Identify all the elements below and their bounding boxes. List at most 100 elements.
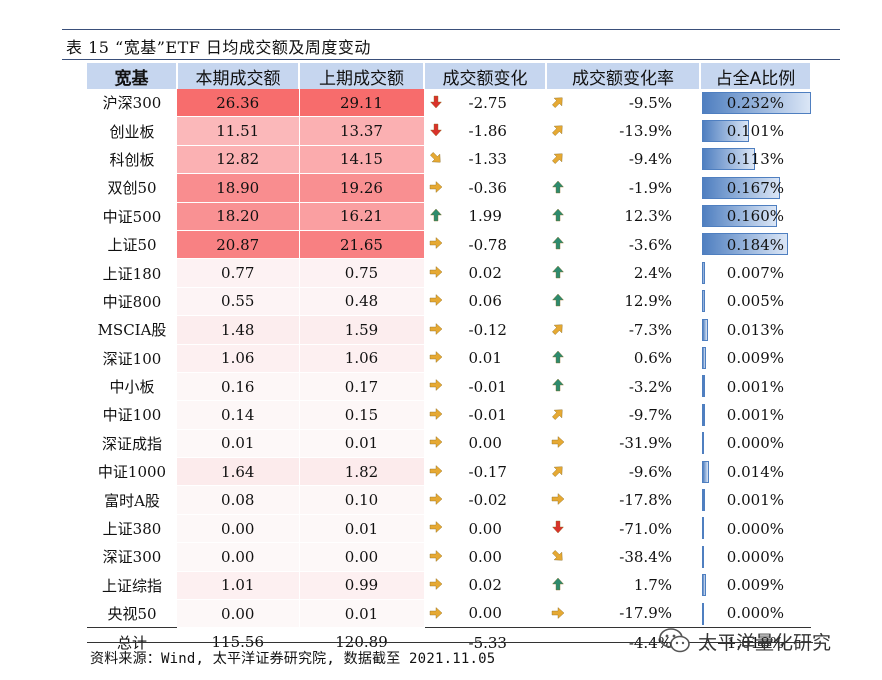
previous-volume: 29.11 (299, 89, 425, 118)
share-of-a: 0.013% (726, 320, 784, 339)
volume-change-cell: -1.86 (424, 117, 546, 145)
share-bar (702, 261, 705, 284)
arrow-diag-up-icon (552, 153, 563, 165)
index-name: 中证1000 (97, 463, 167, 482)
previous-volume: 0.01 (299, 429, 425, 459)
volume-change-cell: -0.01 (424, 401, 546, 429)
volume-change: -1.33 (468, 150, 507, 169)
table-row: 上证380 0.00 0.01 0.00 -71.0% 0.000% (87, 514, 811, 544)
arrow-right-icon (551, 436, 565, 449)
arrow-diag-up-icon (552, 409, 563, 420)
arrow-right-icon (429, 351, 442, 363)
previous-volume: 0.75 (299, 258, 425, 288)
header-change-rate: 成交额变化率 (546, 63, 701, 89)
volume-change: 0.06 (468, 292, 502, 311)
volume-change-cell: -0.17 (424, 458, 546, 486)
change-rate-cell: 1.7% (546, 571, 700, 599)
current-volume: 1.64 (177, 457, 300, 487)
current-volume: 0.00 (177, 514, 300, 544)
current-volume: 20.87 (177, 230, 300, 260)
index-name: 中证500 (102, 207, 162, 226)
change-rate: -38.4% (619, 547, 672, 566)
share-of-a: 0.001% (726, 405, 784, 424)
caption-bottom-rule (62, 59, 840, 60)
change-rate: 0.6% (633, 349, 672, 368)
volume-change-cell: -2.75 (424, 89, 546, 117)
share-cell: 0.009% (700, 344, 811, 372)
share-cell: 0.013% (700, 316, 811, 344)
previous-volume: 1.06 (299, 344, 425, 373)
table-row: 创业板 11.51 13.37 -1.86 -13.9% 0.101% (87, 116, 811, 146)
table-row: 上证180 0.77 0.75 0.02 2.4% 0.007% (87, 258, 811, 288)
previous-volume: 19.26 (299, 173, 425, 203)
volume-change-cell: 0.00 (424, 600, 546, 628)
change-rate: -3.2% (628, 377, 672, 396)
table-bottom-rule (87, 642, 813, 643)
change-rate: -1.9% (628, 178, 672, 197)
previous-volume: 0.10 (299, 485, 425, 515)
change-rate-cell: 12.3% (546, 202, 700, 230)
current-volume: 18.90 (177, 173, 300, 203)
share-of-a: 0.014% (726, 462, 784, 481)
volume-change: -1.86 (468, 122, 507, 141)
share-bar (702, 460, 709, 483)
change-rate: -9.5% (628, 93, 672, 112)
share-of-a: 0.160% (726, 207, 784, 226)
current-volume: 0.00 (177, 599, 300, 629)
share-cell: 0.000% (700, 543, 811, 571)
change-rate: 12.9% (624, 292, 672, 311)
volume-change-cell: -0.36 (424, 174, 546, 202)
table-body: 沪深300 26.36 29.11 -2.75 -9.5% 0.232% 创业板 11.51 1… (87, 89, 811, 658)
header-volume-change: 成交额变化 (424, 63, 547, 89)
volume-change: -2.75 (468, 93, 507, 112)
index-name: 上证综指 (101, 576, 162, 595)
volume-change-cell: 0.02 (424, 571, 546, 599)
arrow-right-icon (429, 493, 442, 505)
arrow-right-icon (429, 464, 442, 477)
etf-volume-table: 宽基 本期成交额 上期成交额 成交额变化 成交额变化率 占全A比例 沪深300 2… (87, 63, 812, 658)
arrow-right-icon (429, 180, 442, 193)
index-name: 中证100 (102, 406, 162, 425)
arrow-up-icon (552, 577, 564, 591)
share-bar (702, 574, 706, 597)
index-name: 深证100 (102, 349, 162, 368)
share-cell: 0.113% (700, 145, 811, 173)
previous-volume: 0.01 (299, 599, 425, 629)
arrow-up-icon (552, 379, 564, 392)
share-of-a: 0.113% (726, 150, 784, 169)
current-volume: 11.51 (177, 116, 300, 146)
arrow-right-icon (429, 407, 442, 420)
share-cell: 0.184% (700, 230, 811, 258)
change-rate-cell: -31.9% (546, 429, 700, 457)
change-rate: -9.6% (628, 462, 672, 481)
volume-change: -0.01 (468, 377, 507, 396)
table-row: 中证800 0.55 0.48 0.06 12.9% 0.005% (87, 287, 811, 317)
volume-change-cell: 0.00 (424, 543, 546, 571)
change-rate-cell: -9.4% (546, 145, 700, 173)
table-caption: 表 15 “宽基”ETF 日均成交额及周度变动 (66, 38, 371, 57)
share-bar (702, 602, 704, 625)
current-volume: 12.82 (177, 145, 300, 175)
table-row: 上证50 20.87 21.65 -0.78 -3.6% 0.184% (87, 230, 811, 260)
change-rate: -9.7% (628, 405, 672, 424)
table-row: 沪深300 26.36 29.11 -2.75 -9.5% 0.232% (87, 89, 811, 118)
table-row: 中证100 0.14 0.15 -0.01 -9.7% 0.001% (87, 400, 811, 430)
share-bar (702, 517, 704, 540)
arrow-right-icon (429, 379, 442, 392)
change-rate: -9.4% (628, 150, 672, 169)
change-rate: 1.7% (633, 576, 672, 595)
share-cell: 0.000% (700, 429, 811, 457)
arrow-diag-up-icon (552, 125, 563, 136)
index-name: 中证800 (102, 292, 162, 311)
volume-change: 0.00 (468, 434, 502, 453)
share-cell: 0.001% (700, 486, 811, 514)
volume-change: 0.02 (468, 576, 502, 595)
change-rate: -13.9% (619, 122, 672, 141)
share-of-a: 0.167% (726, 178, 784, 197)
arrow-right-icon (429, 436, 442, 449)
share-of-a: 0.000% (726, 547, 784, 566)
share-cell: 0.000% (700, 600, 811, 628)
table-row: 富时A股 0.08 0.10 -0.02 -17.8% 0.001% (87, 485, 811, 515)
volume-change: 0.00 (468, 519, 502, 538)
arrow-up-icon (552, 265, 564, 279)
